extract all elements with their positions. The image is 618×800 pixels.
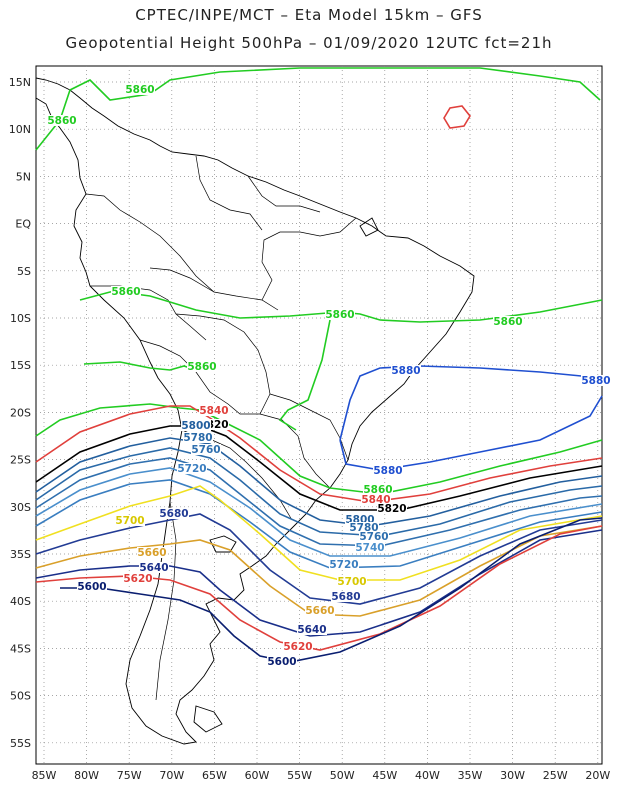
contour-label-5860: 5860 (187, 361, 216, 373)
lat-tick-label: 10N (9, 123, 31, 136)
contour-label-5740: 5740 (355, 542, 384, 554)
contour-lines (35, 67, 603, 663)
lat-tick-label: 40S (10, 595, 31, 608)
lon-tick-label: 35W (458, 769, 483, 782)
lat-tick-label: EQ (15, 218, 31, 231)
contour-label-5800: 5800 (181, 420, 210, 432)
contour-label-5860: 5860 (111, 286, 140, 298)
contour-label-5780: 5780 (183, 432, 212, 444)
contour-label-5860: 5860 (325, 309, 354, 321)
lat-tick-label: 45S (10, 642, 31, 655)
contour-label-5700: 5700 (115, 515, 144, 527)
lon-tick-label: 45W (372, 769, 397, 782)
contour-label-5640: 5640 (139, 562, 168, 574)
lat-tick-label: 15N (9, 76, 31, 89)
lat-tick-label: 20S (10, 406, 31, 419)
contour-label-5860: 5860 (493, 316, 522, 328)
map-title: CPTEC/INPE/MCT – Eta Model 15km – GFS (135, 6, 483, 24)
contour-label-5720: 5720 (177, 463, 206, 475)
lon-tick-label: 50W (330, 769, 355, 782)
contour-label-5880: 5880 (391, 365, 420, 377)
contour-label-5640: 5640 (297, 624, 326, 636)
lon-tick-label: 80W (74, 769, 99, 782)
lat-tick-label: 55S (10, 737, 31, 750)
contour-label-5760: 5760 (191, 444, 220, 456)
lon-tick-label: 25W (543, 769, 568, 782)
coastlines (35, 77, 475, 745)
lon-tick-label: 30W (500, 769, 525, 782)
contour-label-5680: 5680 (331, 591, 360, 603)
contour-5840 (35, 405, 603, 503)
contour-label-5880: 5880 (581, 375, 610, 387)
contour-label-5880: 5880 (373, 465, 402, 477)
contour-5720 (35, 479, 603, 569)
lat-tick-label: 35S (10, 548, 31, 561)
contour-label-5840: 5840 (199, 405, 228, 417)
contour-label-5660: 5660 (305, 605, 334, 617)
lon-tick-label: 40W (415, 769, 440, 782)
contour-label-5860: 5860 (47, 115, 76, 127)
axis-ticks: 85W 80W 75W 70W 65W 60W 55W 50W 45W 40W 35W 30W 25W 2… (9, 76, 611, 782)
contour-label-5760: 5760 (359, 531, 388, 543)
lon-tick-label: 55W (287, 769, 312, 782)
lon-tick-label: 60W (245, 769, 270, 782)
lon-tick-label: 65W (202, 769, 227, 782)
contour-5860-pocket (83, 361, 191, 371)
contour-label-5860: 5860 (363, 484, 392, 496)
contour-closed-red (443, 105, 471, 129)
contour-5860-loop (278, 319, 331, 431)
lat-tick-label: 15S (10, 359, 31, 372)
contour-5800 (35, 437, 603, 527)
lon-tick-label: 75W (117, 769, 142, 782)
contour-5740 (35, 467, 603, 557)
contour-5760 (35, 457, 603, 547)
map-subtitle: Geopotential Height 500hPa – 01/09/2020 … (65, 34, 553, 52)
contour-5780 (35, 447, 603, 537)
lat-tick-label: 50S (10, 690, 31, 703)
lon-tick-label: 20W (585, 769, 610, 782)
contour-5700 (35, 485, 603, 581)
lon-tick-label: 85W (32, 769, 57, 782)
contour-label-5680: 5680 (159, 508, 188, 520)
contour-label-5600: 5600 (267, 656, 296, 668)
lat-tick-label: 5N (16, 170, 31, 183)
lat-tick-label: 10S (10, 312, 31, 325)
contour-label-5660: 5660 (137, 547, 166, 559)
contour-5880-east (339, 395, 603, 471)
contour-label-5620: 5620 (283, 641, 312, 653)
contour-5860-south (35, 403, 603, 495)
contour-label-5600: 5600 (77, 581, 106, 593)
lon-tick-label: 70W (159, 769, 184, 782)
contour-label-5720: 5720 (329, 559, 358, 571)
contour-5680 (35, 513, 603, 605)
contour-label-5700: 5700 (337, 576, 366, 588)
lat-tick-label: 25S (10, 454, 31, 467)
contour-label-5860: 5860 (125, 84, 154, 96)
contour-labels: 5860 5860 5860 5860 5860 5860 5860 5880 5880 5880… (47, 84, 611, 668)
lat-tick-label: 30S (10, 501, 31, 514)
contour-5820 (35, 425, 603, 511)
lat-tick-label: 5S (17, 265, 31, 278)
contour-label-5620: 5620 (123, 573, 152, 585)
contour-label-5820: 5820 (377, 503, 406, 515)
map-frame (35, 65, 603, 765)
contour-5860-north (35, 67, 601, 151)
contour-5660 (35, 525, 603, 617)
